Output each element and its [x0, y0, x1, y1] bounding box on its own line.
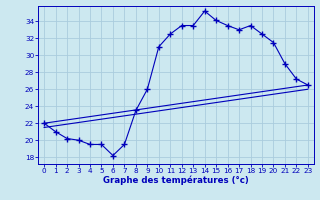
X-axis label: Graphe des températures (°c): Graphe des températures (°c) — [103, 176, 249, 185]
